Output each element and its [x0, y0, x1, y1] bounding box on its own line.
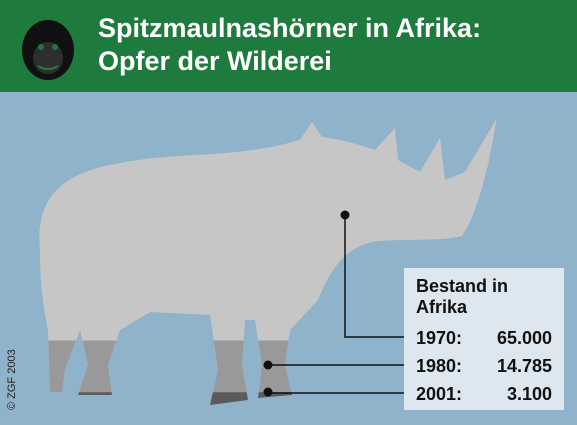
legend-row: 1980: 14.785: [416, 352, 552, 380]
header: Spitzmaulnashörner in Afrika: Opfer der …: [0, 0, 577, 92]
legend-row: 2001: 3.100: [416, 380, 552, 408]
legend: Bestand in Afrika 1970: 65.000 1980: 14.785…: [404, 268, 564, 410]
population-label: 3.100: [507, 380, 552, 408]
infographic: Spitzmaulnashörner in Afrika: Opfer der …: [0, 0, 577, 425]
title: Spitzmaulnashörner in Afrika: Opfer der …: [98, 12, 558, 78]
population-label: 14.785: [497, 352, 552, 380]
population-label: 65.000: [497, 324, 552, 352]
copyright: © ZGF 2003: [6, 349, 18, 410]
year: 1980:: [416, 352, 462, 380]
leader-dot: [341, 211, 350, 220]
year: 2001:: [416, 380, 462, 408]
gorilla-icon: [0, 0, 90, 92]
leader-dot: [264, 361, 273, 370]
legend-title: Bestand in Afrika: [416, 276, 526, 318]
leader-dot: [264, 388, 273, 397]
year: 1970:: [416, 324, 462, 352]
legend-row: 1970: 65.000: [416, 324, 552, 352]
